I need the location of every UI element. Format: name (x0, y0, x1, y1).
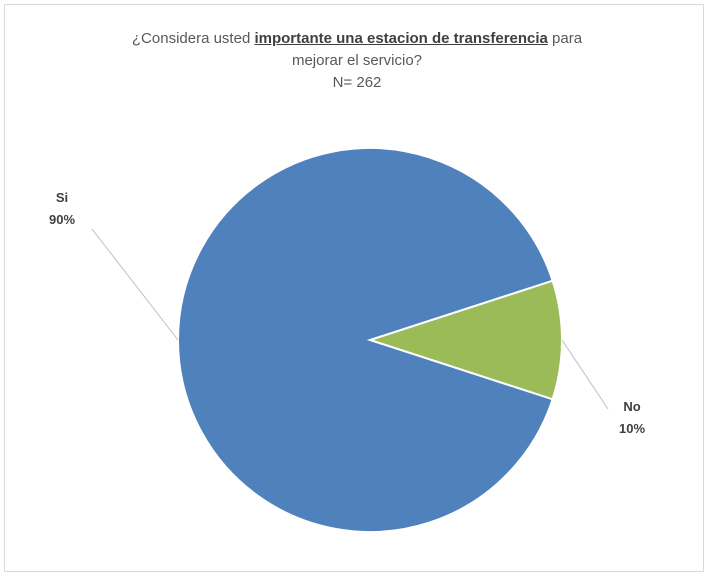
title-text-emphasis: importante una estacion de transferencia (254, 30, 548, 47)
title-line-1: ¿Considera usted importante una estacion… (0, 28, 714, 50)
slice-category-label-si: Si (56, 190, 68, 205)
title-sample-size: N= 262 (332, 74, 382, 91)
pie-slice-no (366, 279, 563, 401)
slice-category-label-no: No (623, 399, 640, 414)
leader-line-no (561, 339, 609, 410)
title-text-after: para (547, 30, 583, 47)
slice-value-label-si: 90% (49, 212, 75, 227)
pie-slice-si (177, 147, 554, 533)
slice-value-label-no: 10% (619, 421, 645, 436)
title-line-2: mejorar el servicio? (291, 52, 423, 69)
leader-line-si (91, 228, 179, 341)
title-text-before: ¿Considera usted (131, 30, 255, 47)
chart-title: ¿Considera usted importante una estacion… (0, 28, 714, 94)
